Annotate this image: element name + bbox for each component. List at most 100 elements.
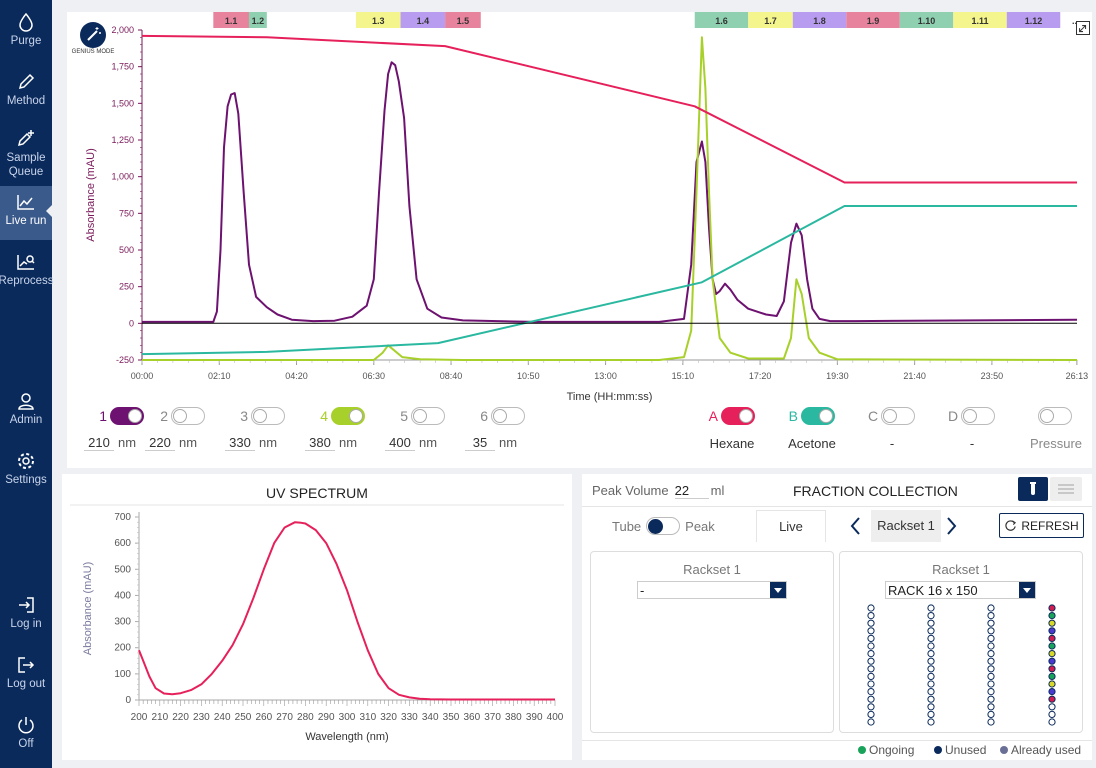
- nav-live-run[interactable]: Live run: [0, 186, 52, 240]
- solvent-toggle-a[interactable]: A: [708, 407, 755, 425]
- detector-toggle-5[interactable]: 5: [398, 407, 445, 425]
- fraction-box[interactable]: [1006, 12, 1061, 28]
- tube-slot[interactable]: [927, 627, 935, 635]
- wavelength-input[interactable]: 210: [84, 435, 114, 451]
- tube-slot[interactable]: [987, 604, 995, 612]
- nav-off[interactable]: Off: [0, 715, 52, 768]
- tube-slot[interactable]: [927, 604, 935, 612]
- tube-slot[interactable]: [927, 657, 935, 665]
- detector-toggle-6[interactable]: 6: [478, 407, 525, 425]
- nav-log-in[interactable]: Log in: [0, 595, 52, 651]
- detector-toggle-1[interactable]: 1: [97, 407, 144, 425]
- tube-slot[interactable]: [1048, 612, 1056, 620]
- wavelength-input[interactable]: 35: [465, 435, 495, 451]
- tube-slot[interactable]: [987, 703, 995, 711]
- refresh-button[interactable]: REFRESH: [999, 513, 1084, 538]
- tube-slot[interactable]: [927, 695, 935, 703]
- tube-slot[interactable]: [987, 718, 995, 726]
- rack-left-select[interactable]: -: [637, 581, 787, 599]
- fraction-box[interactable]: [953, 12, 1007, 28]
- fraction-box[interactable]: [792, 12, 847, 28]
- tube-slot[interactable]: [927, 718, 935, 726]
- rack-right-select[interactable]: RACK 16 x 150: [885, 581, 1036, 599]
- detector-switch[interactable]: [110, 407, 144, 425]
- tube-slot[interactable]: [927, 642, 935, 650]
- tube-slot[interactable]: [987, 634, 995, 643]
- tube-slot[interactable]: [1048, 627, 1056, 635]
- tube-slot[interactable]: [927, 680, 935, 688]
- tube-slot[interactable]: [1048, 604, 1056, 612]
- pressure-switch[interactable]: [1038, 407, 1072, 425]
- tube-slot[interactable]: [1048, 650, 1056, 658]
- expand-icon[interactable]: [1076, 21, 1090, 35]
- tube-slot[interactable]: [867, 695, 875, 703]
- solvent-switch[interactable]: [801, 407, 835, 425]
- tube-slot[interactable]: [1048, 642, 1056, 650]
- tube-slot[interactable]: [867, 680, 875, 688]
- tube-slot[interactable]: [987, 642, 995, 650]
- tube-slot[interactable]: [987, 672, 995, 681]
- nav-admin[interactable]: Admin: [0, 391, 52, 447]
- wavelength-input[interactable]: 330: [225, 435, 255, 451]
- detector-toggle-2[interactable]: 2: [158, 407, 205, 425]
- fraction-box[interactable]: [355, 12, 401, 28]
- genius-mode-button[interactable]: GENIUS MODE: [71, 22, 115, 62]
- fraction-box[interactable]: [899, 12, 954, 28]
- fraction-box[interactable]: [846, 12, 900, 28]
- view-tubes-button[interactable]: [1018, 477, 1048, 501]
- tube-slot[interactable]: [867, 657, 875, 665]
- tube-slot[interactable]: [867, 672, 875, 681]
- fraction-box[interactable]: [694, 12, 749, 28]
- tube-slot[interactable]: [987, 619, 995, 627]
- nav-log-out[interactable]: Log out: [0, 655, 52, 711]
- view-list-button[interactable]: [1050, 477, 1082, 501]
- tube-slot[interactable]: [867, 718, 875, 726]
- nav-method[interactable]: Method: [0, 72, 52, 128]
- solvent-toggle-d[interactable]: D: [948, 407, 995, 425]
- tube-slot[interactable]: [867, 703, 875, 711]
- rackset-prev-button[interactable]: [848, 514, 864, 538]
- tube-slot[interactable]: [1048, 634, 1056, 643]
- tube-slot[interactable]: [867, 650, 875, 658]
- tube-slot[interactable]: [1048, 657, 1056, 665]
- tube-slot[interactable]: [987, 680, 995, 688]
- tube-slot[interactable]: [987, 650, 995, 658]
- nav-sample-queue[interactable]: Sample Queue: [0, 128, 52, 184]
- peak-volume-input[interactable]: 22: [674, 483, 709, 499]
- nav-settings[interactable]: Settings: [0, 451, 52, 507]
- tube-slot[interactable]: [927, 634, 935, 643]
- tube-slot[interactable]: [1048, 672, 1056, 681]
- detector-switch[interactable]: [331, 407, 365, 425]
- tube-slot[interactable]: [867, 604, 875, 612]
- tube-slot[interactable]: [1048, 695, 1056, 703]
- fraction-box[interactable]: [213, 12, 249, 28]
- tube-slot[interactable]: [1048, 718, 1056, 726]
- fraction-box[interactable]: [248, 12, 267, 28]
- tube-slot[interactable]: [927, 710, 935, 719]
- tab-rackset[interactable]: Rackset 1: [871, 510, 941, 542]
- tube-slot[interactable]: [987, 688, 995, 696]
- solvent-switch[interactable]: [721, 407, 755, 425]
- detector-toggle-3[interactable]: 3: [238, 407, 285, 425]
- solvent-switch[interactable]: [961, 407, 995, 425]
- tube-slot[interactable]: [1048, 710, 1056, 719]
- tube-slot[interactable]: [1048, 665, 1056, 673]
- pressure-toggle[interactable]: [1038, 407, 1072, 425]
- tube-peak-toggle[interactable]: [646, 517, 681, 535]
- solvent-toggle-c[interactable]: C: [868, 407, 915, 425]
- detector-toggle-4[interactable]: 4: [318, 407, 365, 425]
- tube-slot[interactable]: [987, 695, 995, 703]
- tube-slot[interactable]: [867, 642, 875, 650]
- wavelength-input[interactable]: 380: [305, 435, 335, 451]
- tube-slot[interactable]: [987, 627, 995, 635]
- nav-reprocess[interactable]: Reprocess: [0, 252, 53, 308]
- tube-slot[interactable]: [987, 612, 995, 620]
- solvent-switch[interactable]: [881, 407, 915, 425]
- tube-slot[interactable]: [987, 657, 995, 665]
- tube-slot[interactable]: [867, 665, 875, 673]
- wavelength-input[interactable]: 400: [385, 435, 415, 451]
- tab-live[interactable]: Live: [756, 510, 826, 542]
- tube-slot[interactable]: [927, 612, 935, 620]
- tube-slot[interactable]: [867, 688, 875, 696]
- tube-slot[interactable]: [927, 650, 935, 658]
